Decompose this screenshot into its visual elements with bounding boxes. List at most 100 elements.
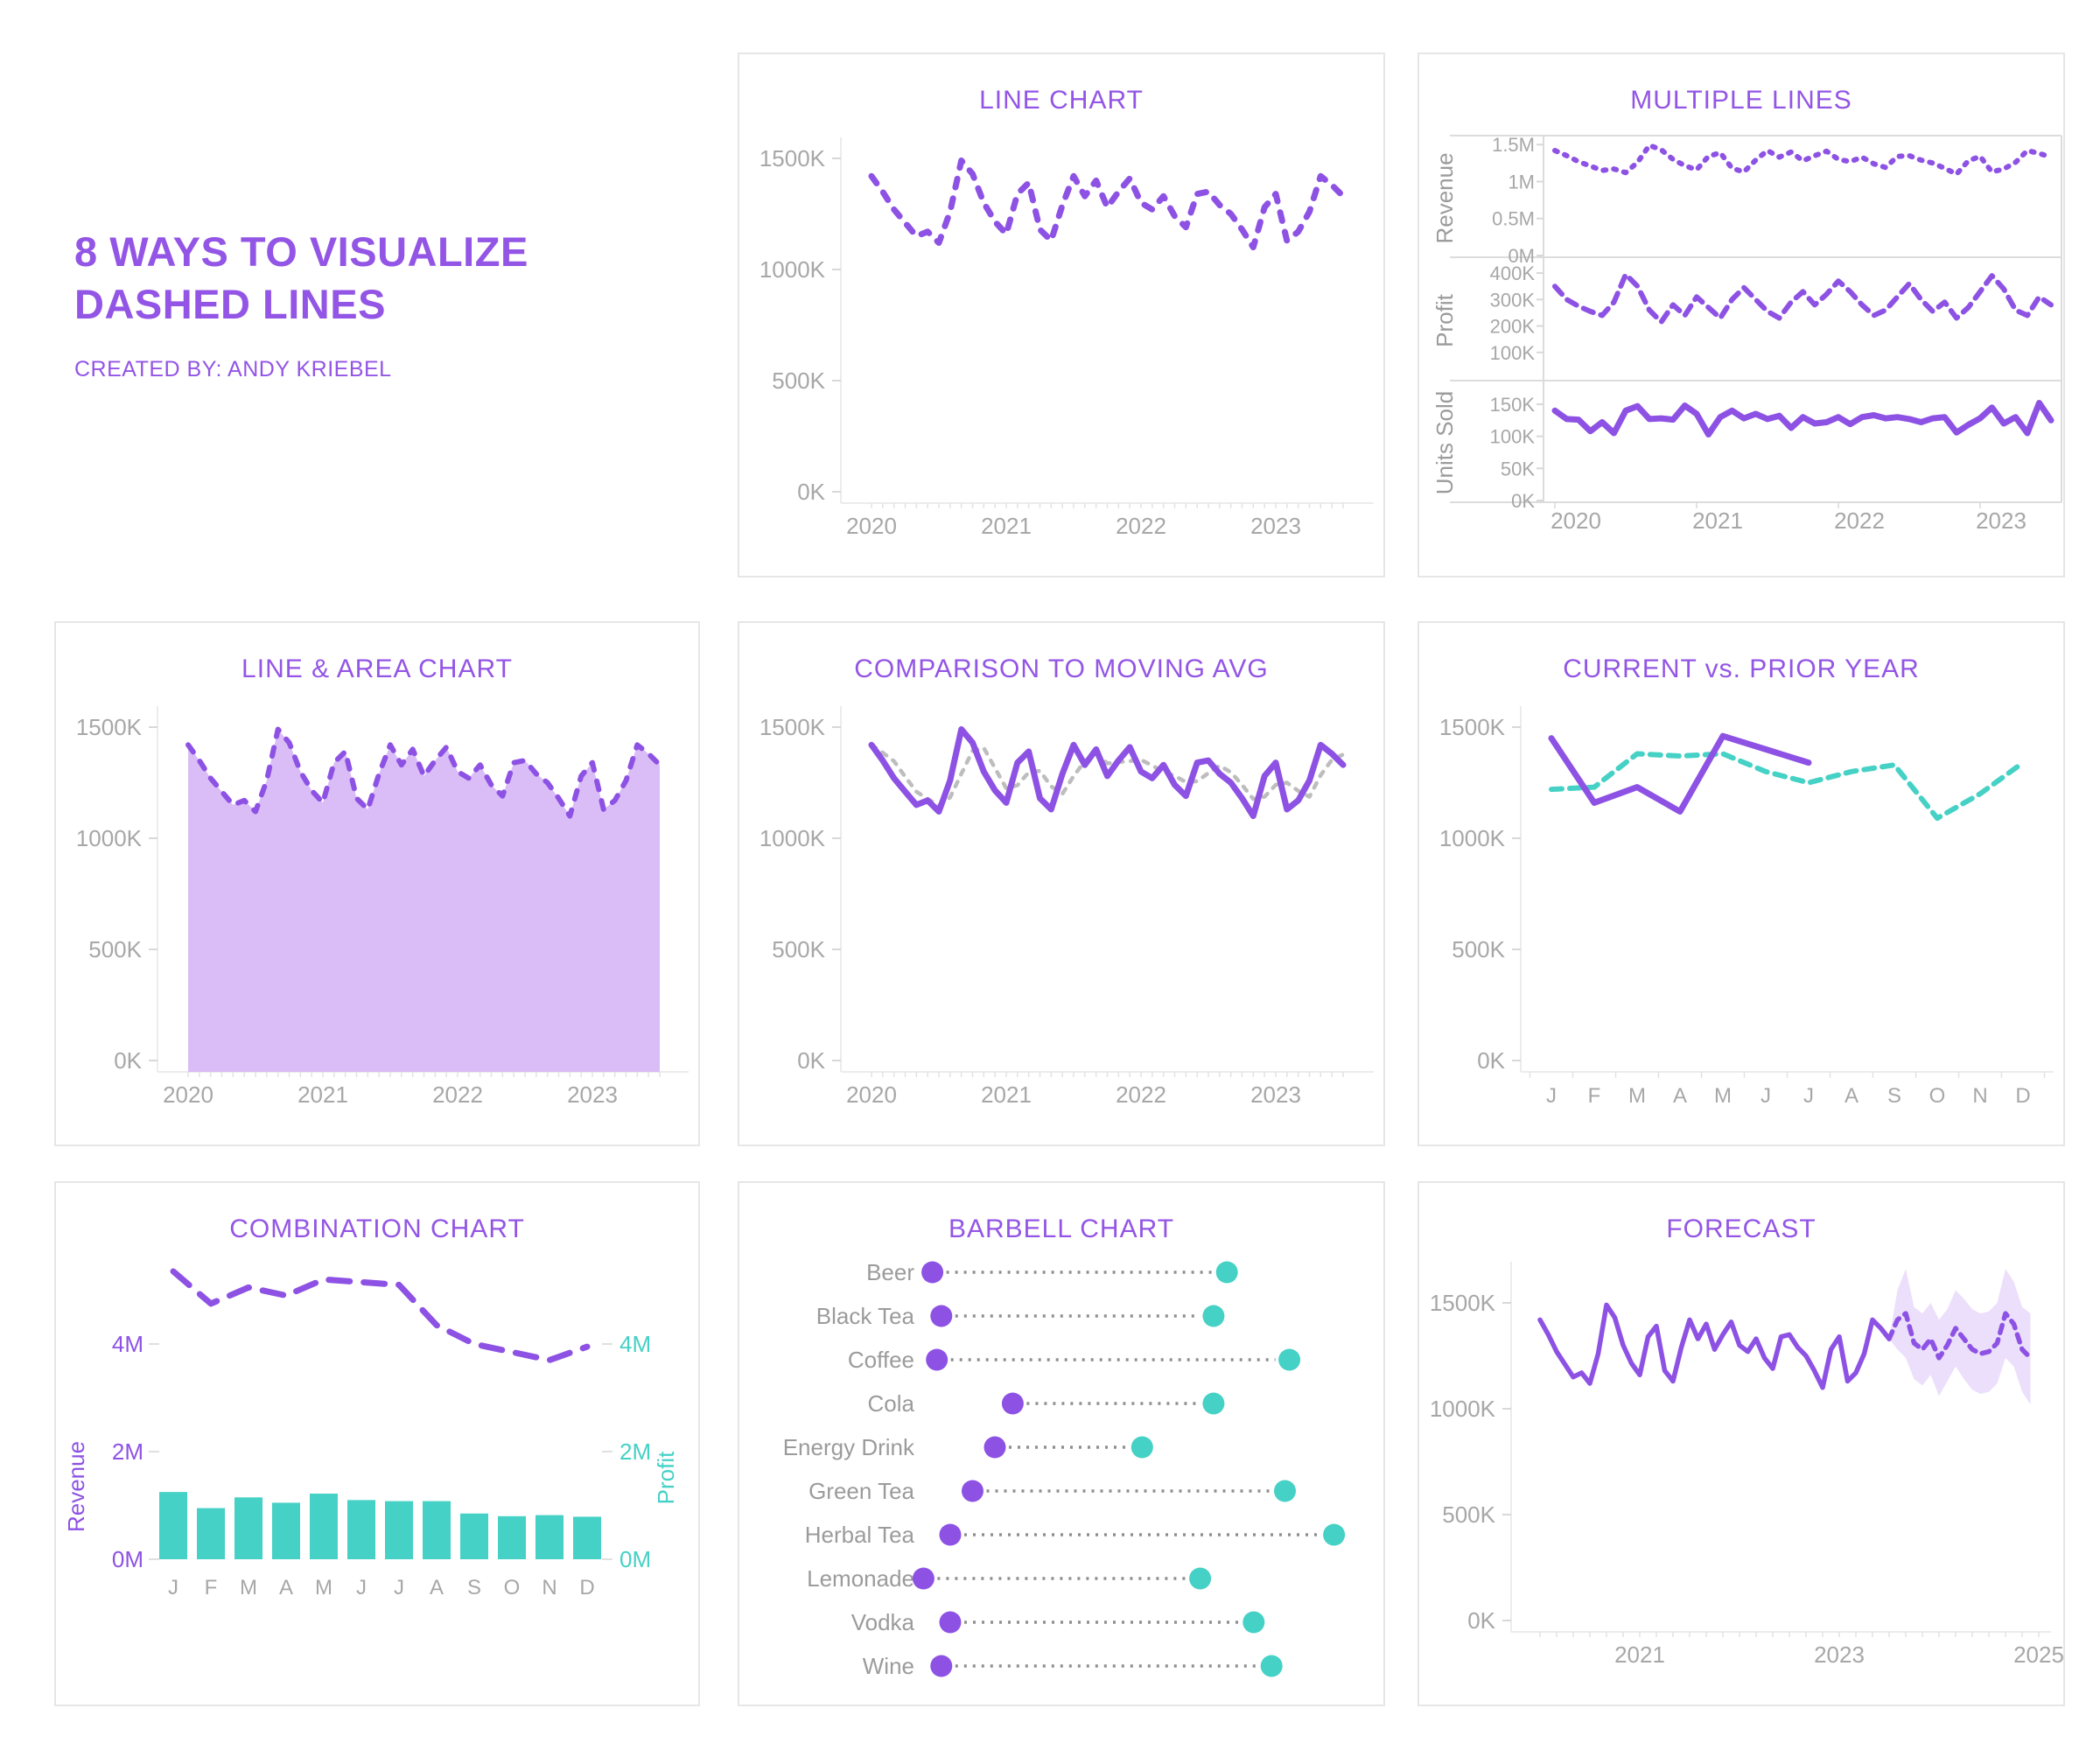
left-axis-tick-label: 0M xyxy=(112,1546,144,1572)
end-dot xyxy=(1323,1523,1346,1546)
x-tick-label: O xyxy=(1929,1084,1946,1108)
start-dot xyxy=(926,1348,948,1371)
row-label: Green Tea xyxy=(808,1478,914,1504)
chart-title-forecast: FORECAST xyxy=(1666,1214,1816,1243)
x-tick-label: 2022 xyxy=(1834,508,1885,534)
y-tick-label: 0K xyxy=(1511,490,1535,512)
end-dot xyxy=(1202,1392,1225,1415)
units-line xyxy=(1551,400,2054,438)
x-tick-label: 2022 xyxy=(432,1082,483,1108)
y-tick-label: 1500K xyxy=(1439,714,1506,740)
y-tick-label: 0K xyxy=(1467,1607,1495,1634)
y-tick-label: 100K xyxy=(1490,342,1536,364)
y-tick-label: 50K xyxy=(1501,458,1535,480)
start-dot xyxy=(984,1436,1006,1459)
x-tick-label: M xyxy=(1628,1084,1646,1108)
actual-line xyxy=(1537,1302,1892,1390)
panel-axis-title: Revenue xyxy=(1432,152,1458,243)
y-tick-label: 100K xyxy=(1490,426,1536,448)
card-barbell-chart: Beer Black Tea Coffee Cola Energy Drink Green… xyxy=(738,1181,1385,1706)
profit-bar xyxy=(385,1501,413,1559)
x-tick-label: 2020 xyxy=(163,1082,214,1108)
x-tick-label: 2023 xyxy=(1976,508,2026,534)
x-tick-label: O xyxy=(504,1576,521,1600)
x-tick-label: 2021 xyxy=(981,1082,1032,1108)
sales-line xyxy=(868,726,1347,820)
left-axis-tick-label: 4M xyxy=(112,1331,144,1357)
line-area-chart-plot: 1500K 1000K 500K 0K 2020 2021 2022 2023 xyxy=(76,706,689,1108)
chart-title-barbell: BARBELL CHART xyxy=(948,1214,1175,1243)
profit-line xyxy=(1552,271,2054,325)
y-tick-label: 300K xyxy=(1490,289,1536,311)
x-tick-label: F xyxy=(1588,1084,1601,1108)
x-tick-label: F xyxy=(205,1576,218,1600)
revenue-line xyxy=(1552,143,2054,177)
x-tick-label: M xyxy=(1714,1084,1732,1108)
start-dot xyxy=(912,1567,934,1590)
left-axis-tick-label: 2M xyxy=(112,1438,144,1465)
x-tick-label: J xyxy=(1546,1084,1557,1108)
y-tick-label: 200K xyxy=(1490,316,1536,338)
y-tick-label: 1000K xyxy=(760,256,826,283)
x-tick-label: M xyxy=(315,1576,332,1600)
y-tick-label: 1000K xyxy=(760,825,826,851)
y-tick-label: 400K xyxy=(1490,262,1536,284)
card-comparison-moving-avg: 1500K 1000K 500K 0K 2020 2021 2022 2023 COMPARI… xyxy=(738,621,1385,1146)
x-tick-label: A xyxy=(1673,1084,1687,1108)
y-tick-label: 1000K xyxy=(76,825,143,851)
profit-bar xyxy=(498,1516,526,1559)
chart-title-multiple-lines: MULTIPLE LINES xyxy=(1630,86,1852,115)
row-label: Energy Drink xyxy=(783,1434,915,1460)
row-label: Coffee xyxy=(848,1347,914,1373)
x-tick-label: J xyxy=(168,1576,178,1600)
y-tick-label: 1500K xyxy=(760,145,826,172)
left-axis-title: Revenue xyxy=(63,1441,89,1532)
x-tick-label: 2020 xyxy=(846,513,897,539)
start-dot xyxy=(930,1305,953,1327)
end-dot xyxy=(1215,1261,1238,1284)
x-tick-label: N xyxy=(1972,1084,1987,1108)
card-line-chart: 1500K 1000K 500K 0K 2020 2021 2022 2023 LINE CH… xyxy=(738,52,1385,578)
y-tick-label: 1000K xyxy=(1430,1396,1496,1422)
x-tick-label: 2023 xyxy=(1250,1082,1301,1108)
current-vs-prior-plot: 1500K 1000K 500K 0K J F M A M J J A S O N D xyxy=(1439,706,2054,1108)
y-tick-label: 1M xyxy=(1508,171,1535,192)
x-tick-label: A xyxy=(430,1576,444,1600)
line-chart-plot: 1500K 1000K 500K 0K 2020 2021 2022 2023 xyxy=(760,137,1374,539)
y-tick-label: 500K xyxy=(772,368,825,394)
card-combination-chart: 4M 2M 0M 4M 2M 0M Revenue Profit J F M A M J J A S O N D CO… xyxy=(54,1181,700,1706)
x-tick-label: 2025 xyxy=(2013,1642,2064,1668)
x-tick-label: J xyxy=(1803,1084,1814,1108)
y-tick-label: 500K xyxy=(1452,936,1505,962)
forecast-line xyxy=(1886,1311,2034,1361)
x-tick-label: 2021 xyxy=(1614,1642,1665,1668)
multiple-lines-plot: 1.5M 1M 0.5M 0M Revenue 400K 300K 200K 100K Profi… xyxy=(1432,134,2062,534)
profit-bar xyxy=(460,1513,488,1559)
chart-title-line-area: LINE & AREA CHART xyxy=(242,654,513,683)
x-tick-label: S xyxy=(1887,1084,1901,1108)
sales-area xyxy=(188,729,660,1072)
right-axis-tick-label: 0M xyxy=(620,1546,651,1572)
end-dot xyxy=(1202,1305,1225,1327)
current-year-line xyxy=(1548,732,1812,815)
start-dot xyxy=(1001,1392,1024,1415)
forecast-plot: 1500K 1000K 500K 0K 2021 2023 2025 xyxy=(1430,1262,2064,1668)
y-tick-label: 1.5M xyxy=(1492,134,1535,156)
chart-title-combination: COMBINATION CHART xyxy=(229,1214,525,1243)
dashboard-title-block: 8 WAYS TO VISUALIZE DASHED LINES CREATED… xyxy=(74,226,634,382)
x-tick-label: 2020 xyxy=(846,1082,897,1108)
right-axis-tick-label: 4M xyxy=(620,1331,651,1357)
card-forecast-chart: 1500K 1000K 500K 0K 2021 2023 2025 FORECAST xyxy=(1418,1181,2065,1706)
card-line-area-chart: 1500K 1000K 500K 0K 2020 2021 2022 2023 LINE & … xyxy=(54,621,700,1146)
x-tick-label: N xyxy=(542,1576,556,1600)
profit-bar xyxy=(310,1493,338,1559)
profit-bar xyxy=(573,1516,601,1559)
x-tick-label: 2020 xyxy=(1550,508,1601,534)
x-tick-label: S xyxy=(467,1576,481,1600)
end-dot xyxy=(1130,1436,1153,1459)
panel-axis-title: Profit xyxy=(1432,293,1458,346)
y-tick-label: 500K xyxy=(88,936,142,962)
x-tick-label: J xyxy=(394,1576,404,1600)
start-dot xyxy=(939,1523,962,1546)
card-current-vs-prior: 1500K 1000K 500K 0K J F M A M J J A S O N D CURRENT vs.… xyxy=(1418,621,2065,1146)
